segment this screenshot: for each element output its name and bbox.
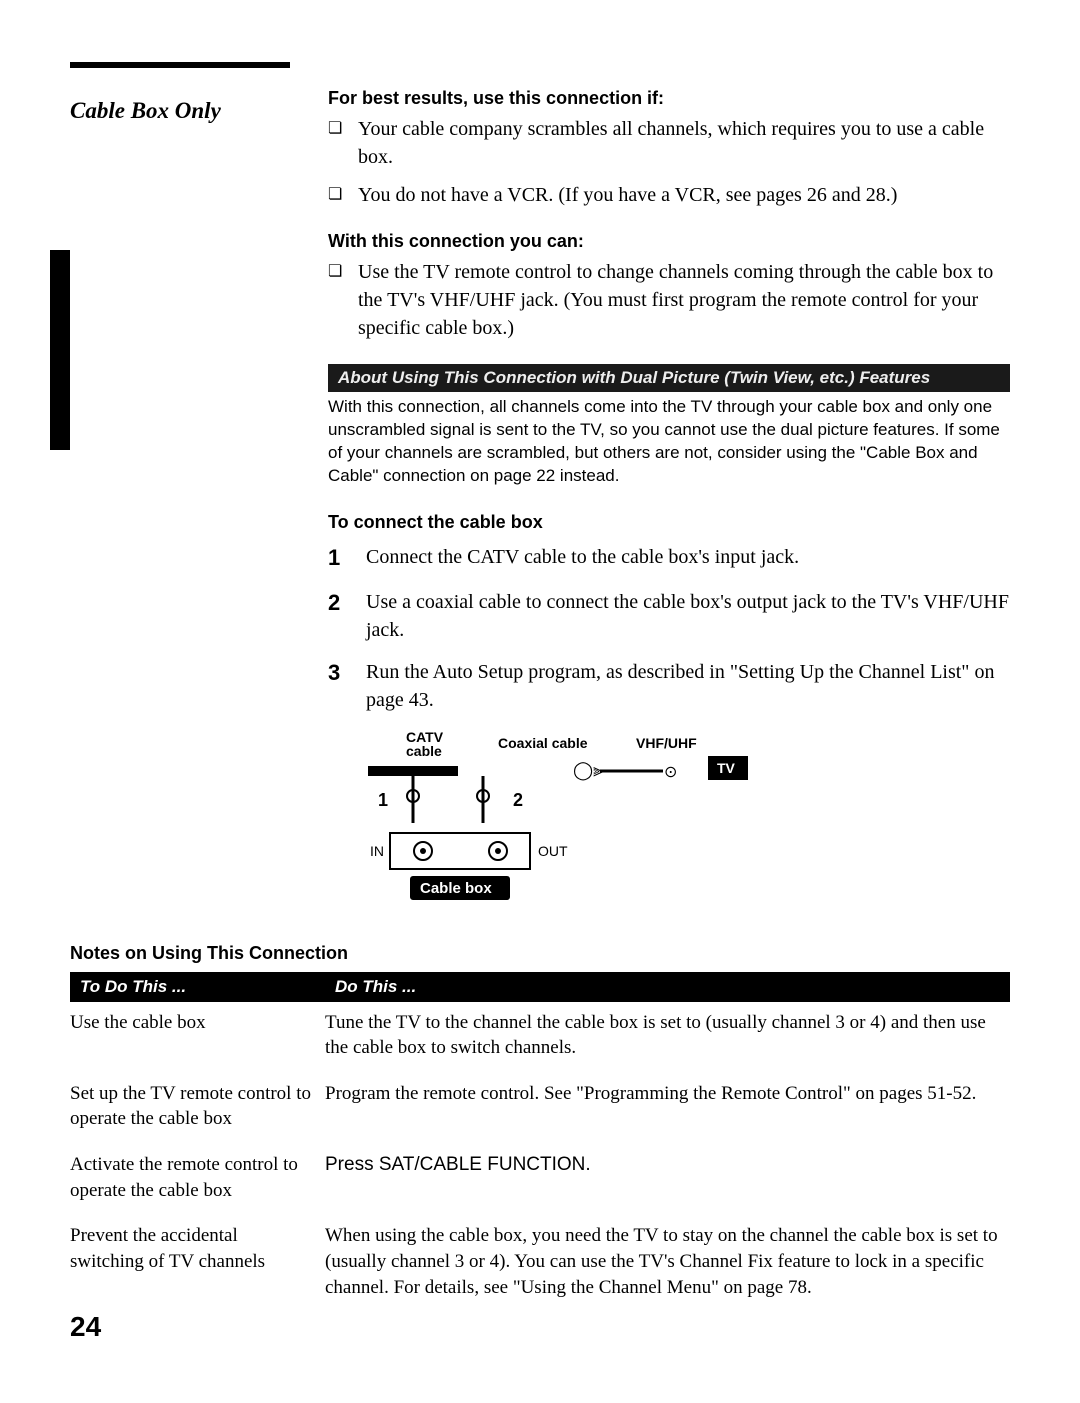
page-number: 24 xyxy=(70,1311,101,1343)
cablebox-label: Cable box xyxy=(420,880,492,897)
table-header-2: Do This ... xyxy=(325,972,1010,1002)
notes-table: To Do This ... Do This ... Use the cable… xyxy=(70,972,1010,1313)
step-text: Run the Auto Setup program, as described… xyxy=(366,658,1010,714)
bullet-icon: ❏ xyxy=(328,184,344,209)
diagram-num1: 1 xyxy=(378,790,388,810)
bullet-icon: ❏ xyxy=(328,261,344,342)
label-vhf: VHF/UHF xyxy=(636,735,697,751)
jack-in-dot xyxy=(420,848,426,854)
table-row: Set up the TV remote control to operate … xyxy=(70,1073,1010,1144)
step-number: 3 xyxy=(328,658,348,714)
cell-action: When using the cable box, you need the T… xyxy=(325,1215,1010,1312)
step-text: Use a coaxial cable to connect the cable… xyxy=(366,588,1010,644)
intro-bullets: ❏ Your cable company scrambles all chann… xyxy=(328,115,1010,209)
withconn-lead: With this connection you can: xyxy=(328,231,1010,252)
jack-out-dot xyxy=(495,848,501,854)
cell-task: Set up the TV remote control to operate … xyxy=(70,1073,325,1144)
step-row: 3 Run the Auto Setup program, as describ… xyxy=(328,658,1010,714)
cell-action: Tune the TV to the channel the cable box… xyxy=(325,1002,1010,1073)
cablebox-rect xyxy=(390,833,530,869)
bullet-item: ❏ Your cable company scrambles all chann… xyxy=(328,115,1010,171)
withconn-bullets: ❏ Use the TV remote control to change ch… xyxy=(328,258,1010,342)
catv-cable xyxy=(368,766,458,776)
connection-diagram: CATV cable Coaxial cable VHF/UHF TV ◯⫸ ⊙… xyxy=(368,728,1010,913)
top-rule xyxy=(70,62,290,68)
content-wrap: Cable Box Only For best results, use thi… xyxy=(70,80,1010,943)
bullet-text: Use the TV remote control to change chan… xyxy=(358,258,1010,342)
table-row: Activate the remote control to operate t… xyxy=(70,1144,1010,1215)
vhf-connector: ⊙ xyxy=(664,764,677,781)
left-column: Cable Box Only xyxy=(70,80,290,943)
step-row: 1 Connect the CATV cable to the cable bo… xyxy=(328,543,1010,574)
section-title: Cable Box Only xyxy=(70,98,290,124)
label-catv2: cable xyxy=(406,743,442,759)
step-number: 2 xyxy=(328,588,348,644)
note-banner: About Using This Connection with Dual Pi… xyxy=(328,364,1010,392)
label-out: OUT xyxy=(538,843,568,859)
steps-heading: To connect the cable box xyxy=(328,512,1010,533)
cell-action: Press SAT/CABLE FUNCTION. xyxy=(325,1144,1010,1215)
diagram-num2: 2 xyxy=(513,790,523,810)
label-tv: TV xyxy=(717,760,736,776)
cell-task: Activate the remote control to operate t… xyxy=(70,1144,325,1215)
table-row: Prevent the accidental switching of TV c… xyxy=(70,1215,1010,1312)
right-column: For best results, use this connection if… xyxy=(328,80,1010,943)
bullet-item: ❏ You do not have a VCR. (If you have a … xyxy=(328,181,1010,209)
cell-task: Use the cable box xyxy=(70,1002,325,1073)
cell-action: Program the remote control. See "Program… xyxy=(325,1073,1010,1144)
side-tab xyxy=(50,250,70,450)
notes-heading: Notes on Using This Connection xyxy=(70,943,1010,964)
label-in: IN xyxy=(370,843,384,859)
intro-lead: For best results, use this connection if… xyxy=(328,88,1010,109)
bullet-text: Your cable company scrambles all channel… xyxy=(358,115,1010,171)
label-coax: Coaxial cable xyxy=(498,735,588,751)
coax-connector: ◯⫸ xyxy=(573,760,603,781)
step-number: 1 xyxy=(328,543,348,574)
diagram-svg: CATV cable Coaxial cable VHF/UHF TV ◯⫸ ⊙… xyxy=(368,728,798,908)
cell-task: Prevent the accidental switching of TV c… xyxy=(70,1215,325,1312)
table-row: Use the cable box Tune the TV to the cha… xyxy=(70,1002,1010,1073)
bullet-item: ❏ Use the TV remote control to change ch… xyxy=(328,258,1010,342)
bullet-icon: ❏ xyxy=(328,118,344,171)
step-row: 2 Use a coaxial cable to connect the cab… xyxy=(328,588,1010,644)
step-text: Connect the CATV cable to the cable box'… xyxy=(366,543,1010,574)
bullet-text: You do not have a VCR. (If you have a VC… xyxy=(358,181,1010,209)
table-header-1: To Do This ... xyxy=(70,972,325,1002)
note-body: With this connection, all channels come … xyxy=(328,396,1010,488)
